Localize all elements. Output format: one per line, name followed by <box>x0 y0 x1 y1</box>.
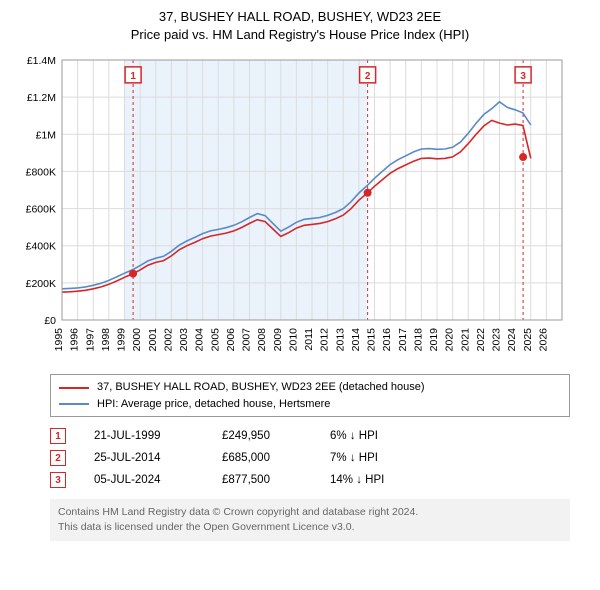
sale-price: £877,500 <box>222 474 302 486</box>
legend: 37, BUSHEY HALL ROAD, BUSHEY, WD23 2EE (… <box>50 374 570 417</box>
svg-text:2015: 2015 <box>366 328 378 352</box>
title-line1: 37, BUSHEY HALL ROAD, BUSHEY, WD23 2EE <box>10 8 590 26</box>
line-chart-svg: 1 2 3 £0 £200K £400K £600K £800K £1M £1.2M £1.4M 19… <box>10 50 580 370</box>
svg-text:2025: 2025 <box>522 328 534 352</box>
svg-text:£0: £0 <box>44 315 56 327</box>
sales-row: 1 21-JUL-1999 £249,950 6% ↓ HPI <box>50 425 570 447</box>
svg-text:2019: 2019 <box>428 328 440 352</box>
svg-text:2017: 2017 <box>397 328 409 352</box>
legend-item: HPI: Average price, detached house, Hert… <box>59 396 561 413</box>
sales-table: 1 21-JUL-1999 £249,950 6% ↓ HPI 2 25-JUL-2014… <box>50 425 570 491</box>
svg-text:£800K: £800K <box>26 167 56 179</box>
svg-text:1: 1 <box>130 71 136 82</box>
svg-text:2002: 2002 <box>162 328 174 352</box>
legend-label: 37, BUSHEY HALL ROAD, BUSHEY, WD23 2EE (… <box>97 379 425 396</box>
sale-diff: 14% ↓ HPI <box>330 474 430 486</box>
svg-text:2006: 2006 <box>225 328 237 352</box>
legend-swatch <box>59 387 89 389</box>
legend-swatch <box>59 403 89 405</box>
svg-text:1999: 1999 <box>116 328 128 352</box>
sales-row: 3 05-JUL-2024 £877,500 14% ↓ HPI <box>50 469 570 491</box>
svg-text:2011: 2011 <box>303 328 315 351</box>
sale-date: 21-JUL-1999 <box>94 430 194 442</box>
svg-text:2016: 2016 <box>381 328 393 352</box>
svg-text:1998: 1998 <box>100 328 112 352</box>
svg-text:1996: 1996 <box>69 328 81 352</box>
svg-text:1995: 1995 <box>53 328 65 352</box>
svg-text:2022: 2022 <box>475 328 487 352</box>
svg-text:£600K: £600K <box>26 204 56 216</box>
license-line2: This data is licensed under the Open Gov… <box>58 520 562 535</box>
legend-item: 37, BUSHEY HALL ROAD, BUSHEY, WD23 2EE (… <box>59 379 561 396</box>
sale-marker: 3 <box>50 472 66 488</box>
svg-text:£1M: £1M <box>36 130 56 142</box>
sale-marker: 1 <box>50 428 66 444</box>
svg-text:3: 3 <box>520 71 526 82</box>
sale-date: 25-JUL-2014 <box>94 452 194 464</box>
svg-text:2024: 2024 <box>506 328 518 352</box>
chart-title: 37, BUSHEY HALL ROAD, BUSHEY, WD23 2EE P… <box>10 8 590 44</box>
svg-text:2009: 2009 <box>272 328 284 352</box>
sales-row: 2 25-JUL-2014 £685,000 7% ↓ HPI <box>50 447 570 469</box>
legend-label: HPI: Average price, detached house, Hert… <box>97 396 330 413</box>
title-line2: Price paid vs. HM Land Registry's House … <box>10 26 590 44</box>
svg-text:2: 2 <box>365 71 371 82</box>
svg-text:2008: 2008 <box>256 328 268 352</box>
license-note: Contains HM Land Registry data © Crown c… <box>50 499 570 540</box>
sale-diff: 7% ↓ HPI <box>330 452 430 464</box>
sale-diff: 6% ↓ HPI <box>330 430 430 442</box>
svg-text:2004: 2004 <box>194 328 206 352</box>
sale-marker: 2 <box>50 450 66 466</box>
svg-text:£1.4M: £1.4M <box>27 55 56 67</box>
svg-text:2020: 2020 <box>444 328 456 352</box>
svg-text:2007: 2007 <box>241 328 253 352</box>
sale-price: £685,000 <box>222 452 302 464</box>
svg-text:2001: 2001 <box>147 328 159 352</box>
svg-text:£200K: £200K <box>26 278 56 290</box>
svg-text:£400K: £400K <box>26 241 56 253</box>
svg-text:2014: 2014 <box>350 328 362 352</box>
svg-text:2000: 2000 <box>131 328 143 352</box>
svg-text:2018: 2018 <box>412 328 424 352</box>
svg-text:2026: 2026 <box>537 328 549 352</box>
svg-text:2023: 2023 <box>491 328 503 352</box>
chart-area: 1 2 3 £0 £200K £400K £600K £800K £1M £1.2M £1.4M 19… <box>10 50 590 370</box>
svg-text:2003: 2003 <box>178 328 190 352</box>
svg-text:1997: 1997 <box>84 328 96 352</box>
svg-text:£1.2M: £1.2M <box>27 93 56 105</box>
svg-text:2010: 2010 <box>287 328 299 352</box>
license-line1: Contains HM Land Registry data © Crown c… <box>58 505 562 520</box>
svg-text:2013: 2013 <box>334 328 346 352</box>
svg-text:2021: 2021 <box>459 328 471 352</box>
sale-price: £249,950 <box>222 430 302 442</box>
svg-text:2012: 2012 <box>319 328 331 352</box>
sale-date: 05-JUL-2024 <box>94 474 194 486</box>
svg-text:2005: 2005 <box>209 328 221 352</box>
